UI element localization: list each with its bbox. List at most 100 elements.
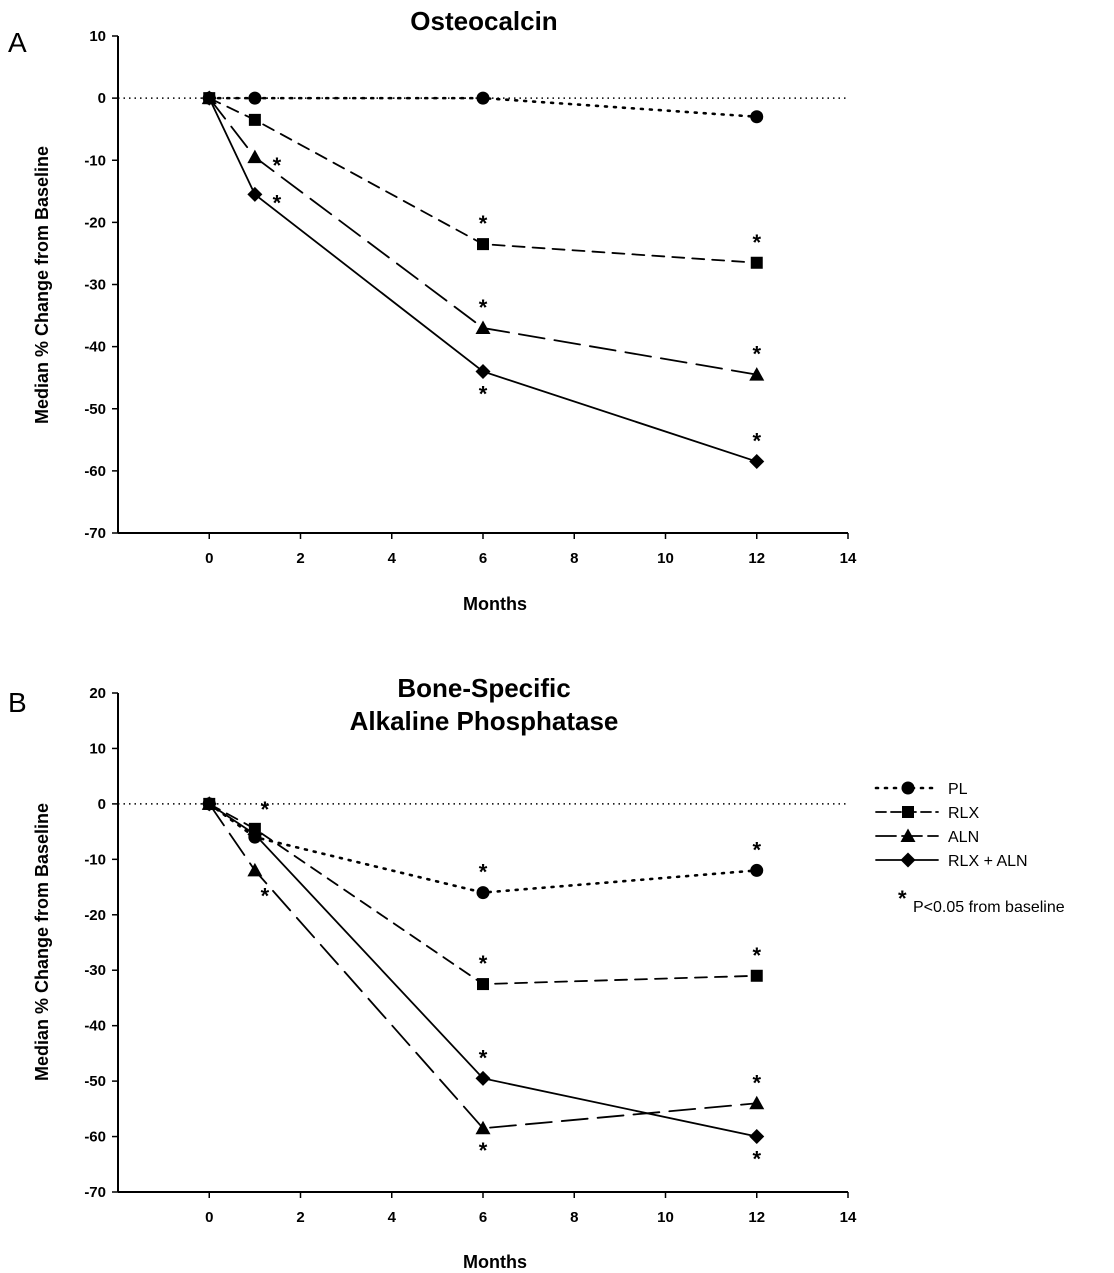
y-tick-label: -70 — [84, 1184, 106, 1201]
y-tick-label: -50 — [84, 1073, 106, 1090]
significance-star: * — [752, 342, 761, 367]
data-point — [750, 863, 764, 877]
data-point — [201, 90, 217, 106]
y-tick-label: -60 — [84, 1129, 106, 1146]
data-point — [476, 91, 490, 105]
significance-star: * — [479, 381, 488, 406]
series-rlx-aln: ** — [201, 796, 765, 1172]
significance-star: * — [752, 429, 761, 454]
significance-star: * — [261, 883, 270, 908]
data-point — [475, 1070, 491, 1086]
y-tick-label: -30 — [84, 277, 106, 294]
series-line — [208, 97, 758, 264]
legend-label: RLX + ALN — [948, 853, 1028, 870]
y-tick-label: -50 — [84, 401, 106, 418]
data-point — [750, 969, 763, 982]
legend-marker — [900, 852, 916, 868]
x-tick-label: 6 — [479, 550, 487, 567]
data-point — [247, 186, 263, 202]
y-tick-label: 10 — [89, 740, 106, 757]
x-tick-label: 10 — [657, 550, 674, 567]
legend-label: PL — [948, 781, 968, 798]
significance-star: * — [479, 1138, 488, 1163]
legend-label: ALN — [948, 829, 979, 846]
legend-item-pl: PL — [874, 781, 968, 798]
significance-star: * — [752, 943, 761, 968]
series-pl: ** — [202, 797, 764, 900]
series-line — [208, 802, 758, 1130]
data-point — [247, 862, 263, 877]
y-tick-label: -10 — [84, 851, 106, 868]
panel-letter: B — [8, 687, 27, 718]
data-point — [247, 826, 263, 842]
chart-panel-a: A Osteocalcin 10 0 -10 -20 -30 -40 -50 -60 -70 0 2 4 6… — [8, 6, 857, 614]
series-line — [208, 97, 758, 463]
x-tick-label: 0 — [205, 1209, 213, 1226]
y-tick-label: -70 — [84, 525, 106, 542]
series-line — [208, 802, 758, 1138]
data-point — [749, 1095, 765, 1110]
x-axis-title: Months — [463, 594, 527, 614]
y-tick-label: 0 — [98, 796, 106, 813]
data-point — [749, 454, 765, 470]
data-point — [477, 978, 489, 991]
data-point — [475, 1120, 491, 1135]
series-rlx-aln: * * * — [201, 90, 765, 470]
legend: PL RLX ALN RLX + ALN * P<0.05 from baseline — [874, 781, 1065, 916]
significance-star: * — [752, 837, 761, 862]
significance-star: * — [273, 153, 282, 178]
legend-marker — [901, 781, 915, 795]
x-tick-label: 12 — [748, 550, 765, 567]
x-tick-label: 14 — [840, 550, 857, 567]
data-point — [476, 886, 490, 900]
y-axis-title: Median % Change from Baseline — [32, 146, 52, 424]
series-line — [208, 97, 758, 376]
significance-star: * — [479, 951, 488, 976]
y-tick-label: -60 — [84, 463, 106, 480]
y-tick-label: -20 — [84, 214, 106, 231]
legend-marker — [902, 806, 914, 818]
x-tick-label: 4 — [388, 550, 397, 567]
y-axis-title: Median % Change from Baseline — [32, 803, 52, 1081]
chart-title: Alkaline Phosphatase — [350, 706, 619, 736]
data-point — [475, 363, 491, 379]
y-tick-label: -40 — [84, 339, 106, 356]
legend-item-aln: ALN — [875, 828, 979, 846]
x-tick-label: 8 — [570, 1209, 578, 1226]
x-tick-label: 2 — [296, 550, 304, 567]
data-point — [750, 110, 764, 124]
significance-star: * — [479, 295, 488, 320]
chart-title: Bone-Specific — [397, 673, 570, 703]
significance-star: * — [479, 1045, 488, 1070]
data-point — [248, 113, 261, 126]
significance-star: * — [752, 1070, 761, 1095]
data-point — [477, 238, 489, 251]
x-axis-title: Months — [463, 1252, 527, 1272]
data-point — [248, 91, 262, 105]
x-tick-label: 10 — [657, 1209, 674, 1226]
significance-star: * — [273, 190, 282, 215]
data-point — [749, 1129, 765, 1145]
series-line — [207, 802, 759, 894]
y-tick-label: 20 — [89, 685, 106, 702]
x-tick-label: 2 — [296, 1209, 304, 1226]
significance-star: * — [479, 860, 488, 885]
y-tick-label: -20 — [84, 907, 106, 924]
data-point — [750, 256, 763, 269]
y-tick-label: 0 — [98, 90, 106, 107]
legend-item-rlx-aln: RLX + ALN — [875, 852, 1028, 870]
legend-marker — [900, 828, 916, 842]
y-tick-label: 10 — [89, 28, 106, 45]
chart-title: Osteocalcin — [410, 6, 557, 36]
legend-label: RLX — [948, 805, 979, 822]
y-tick-label: -10 — [84, 152, 106, 169]
series-pl — [202, 91, 764, 124]
significance-star: * — [752, 230, 761, 255]
significance-star: * — [479, 211, 488, 236]
y-tick-label: -30 — [84, 962, 106, 979]
legend-note: P<0.05 from baseline — [913, 899, 1065, 916]
data-point — [201, 796, 217, 812]
y-tick-label: -40 — [84, 1018, 106, 1035]
data-point — [247, 149, 263, 164]
significance-star: * — [261, 797, 270, 822]
